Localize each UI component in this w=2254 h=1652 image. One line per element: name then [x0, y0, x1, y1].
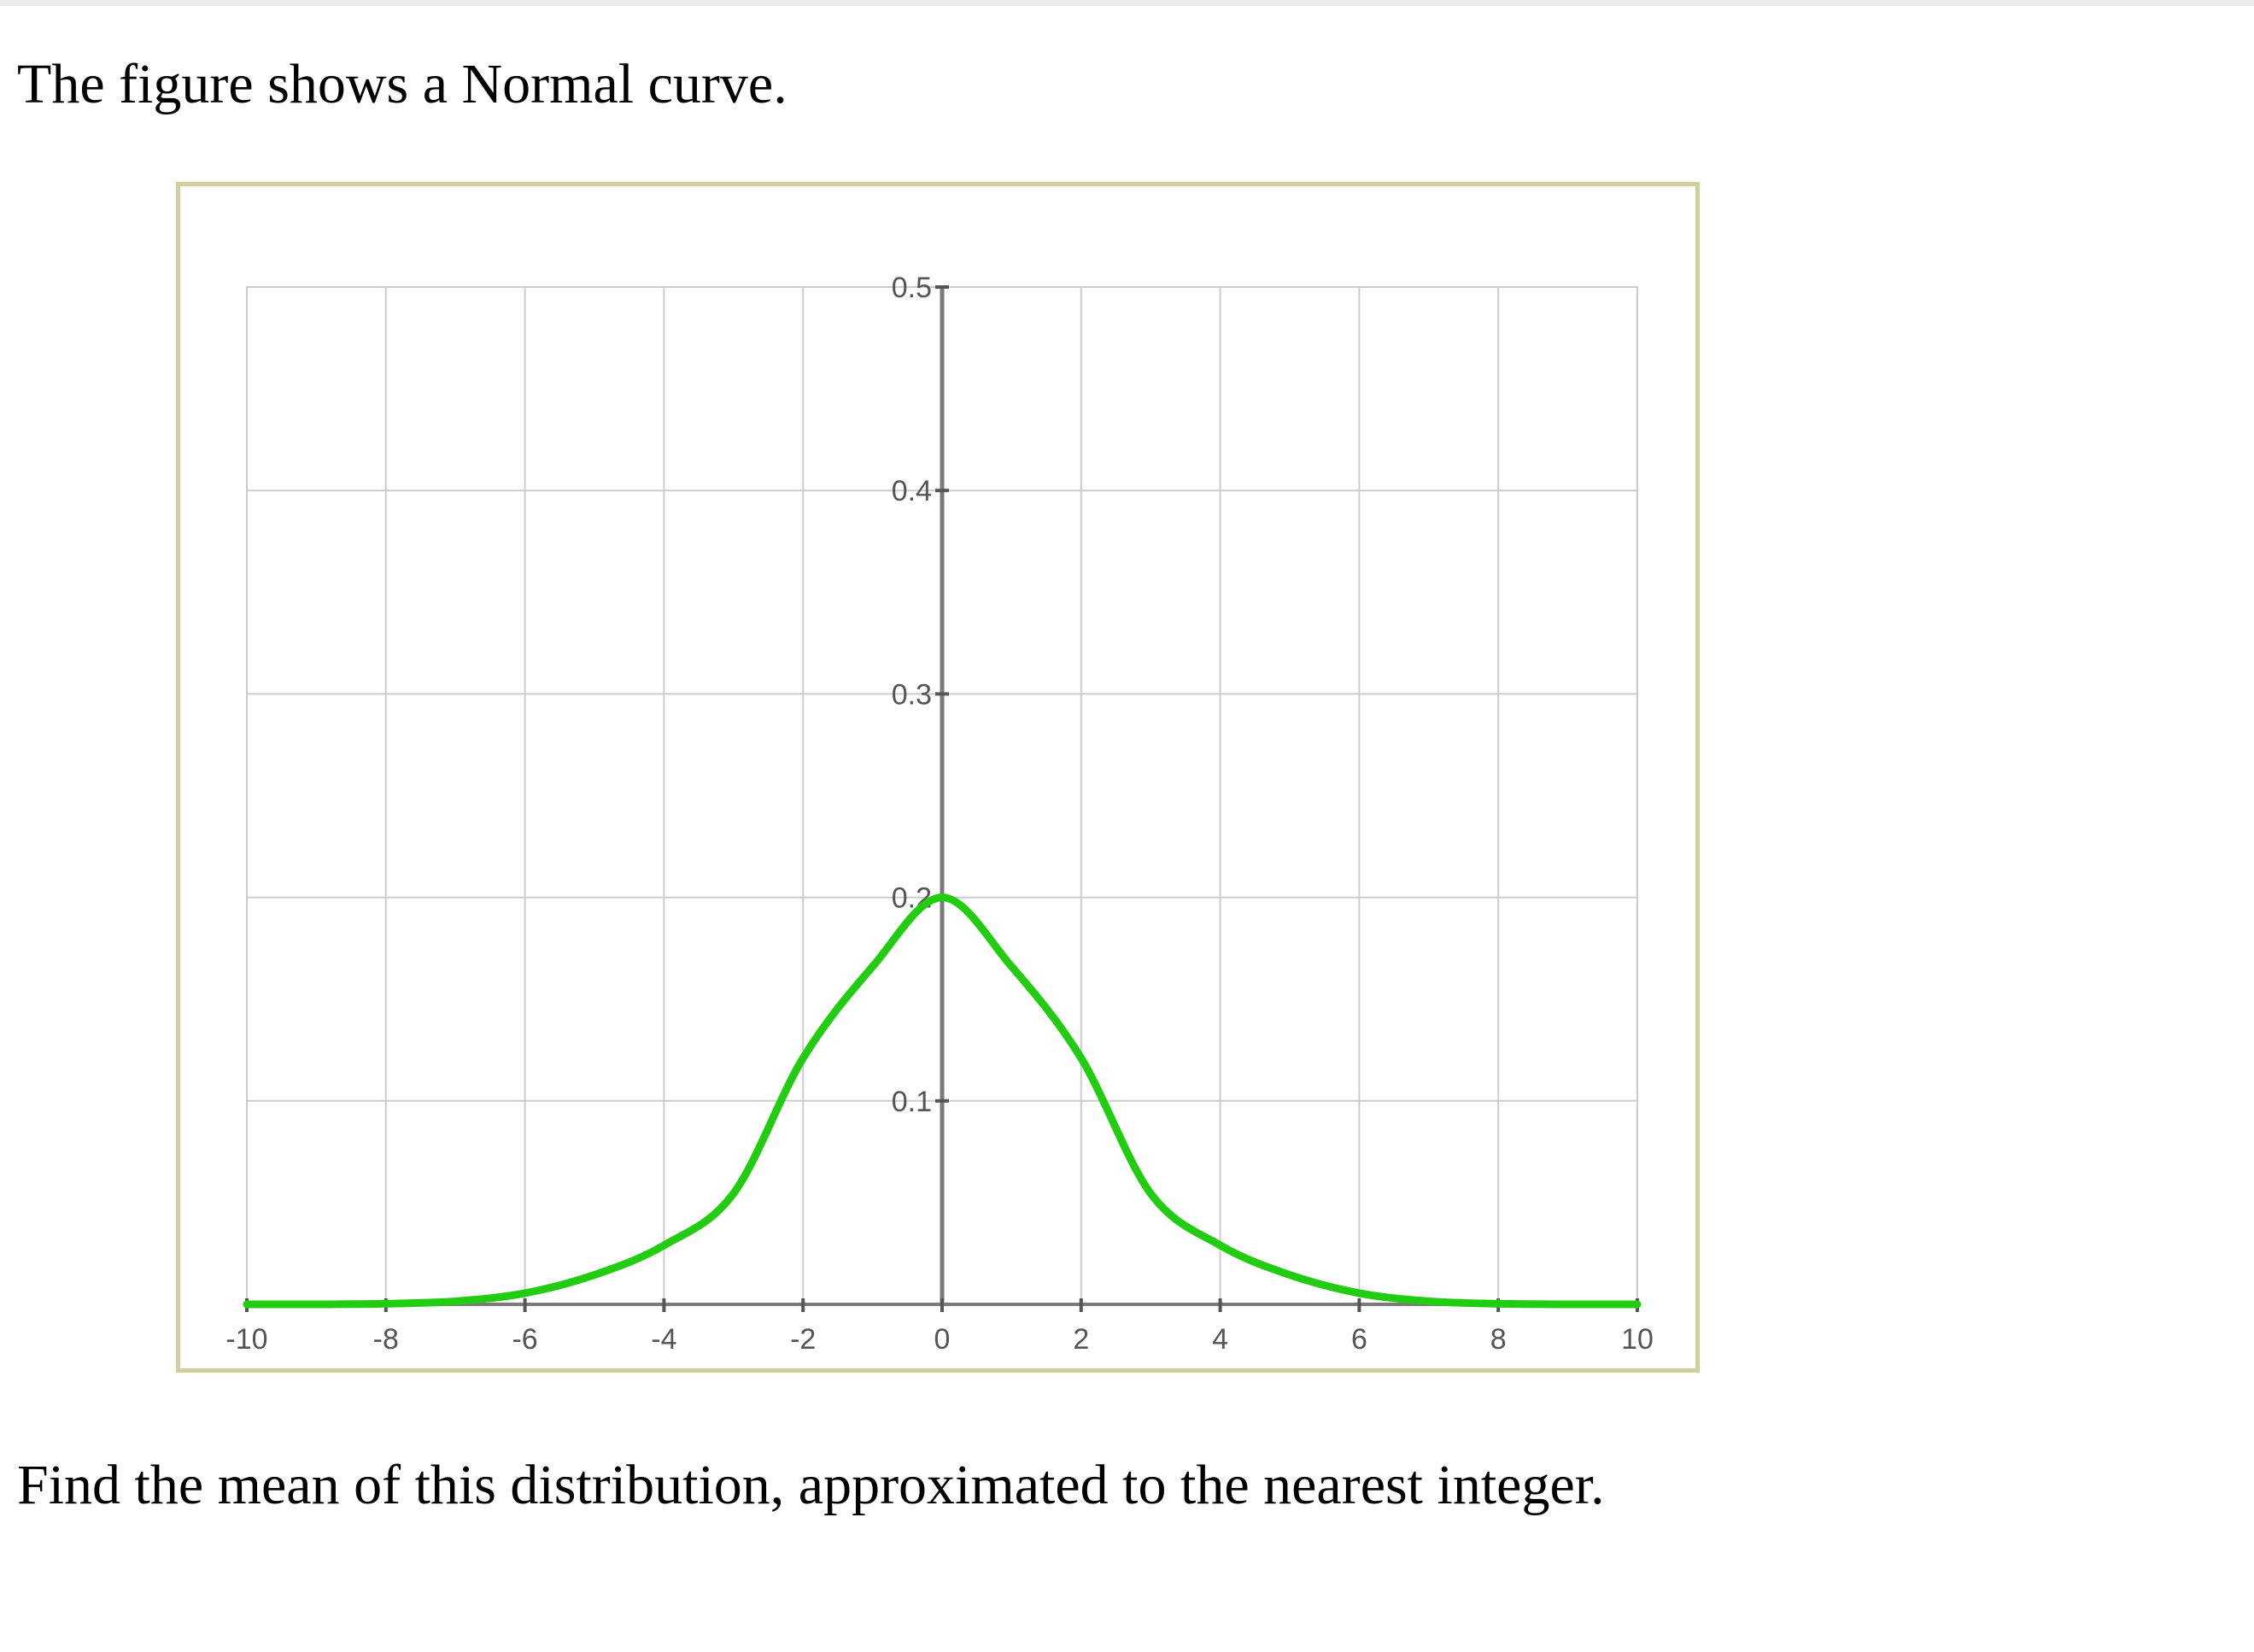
y-tick-label: 0.3 [892, 678, 932, 711]
x-tick-label: -4 [651, 1323, 676, 1356]
question-prompt: Find the mean of this distribution, appr… [17, 1454, 1605, 1516]
x-tick-label: -2 [790, 1323, 816, 1356]
y-tick-label: 0.5 [892, 272, 932, 304]
x-tick-label: 8 [1490, 1323, 1507, 1356]
x-tick-label: 10 [1621, 1323, 1654, 1356]
x-tick-label: -10 [225, 1323, 267, 1356]
x-tick-label: -8 [373, 1323, 399, 1356]
x-tick-label: 0 [934, 1323, 951, 1356]
normal-curve-chart: -10 -8 -6 -4 -2 0 2 4 6 8 10 0.1 0.2 0.3 0.4 0.5 [225, 272, 1654, 1356]
y-tick-label: 0.2 [892, 882, 932, 915]
top-divider [0, 0, 2254, 6]
x-tick-label: 6 [1351, 1323, 1367, 1356]
y-tick-label: 0.4 [892, 475, 932, 507]
x-tick-label: 2 [1073, 1323, 1089, 1356]
chart-frame: -10 -8 -6 -4 -2 0 2 4 6 8 10 0.1 0.2 0.3 0.4 0.5 [176, 182, 1700, 1373]
question-intro: The figure shows a Normal curve. [17, 53, 787, 115]
y-tick-label: 0.1 [892, 1086, 932, 1118]
normal-curve-line [243, 893, 1642, 1309]
x-tick-label: -6 [512, 1323, 537, 1356]
x-tick-label: 4 [1212, 1323, 1228, 1356]
